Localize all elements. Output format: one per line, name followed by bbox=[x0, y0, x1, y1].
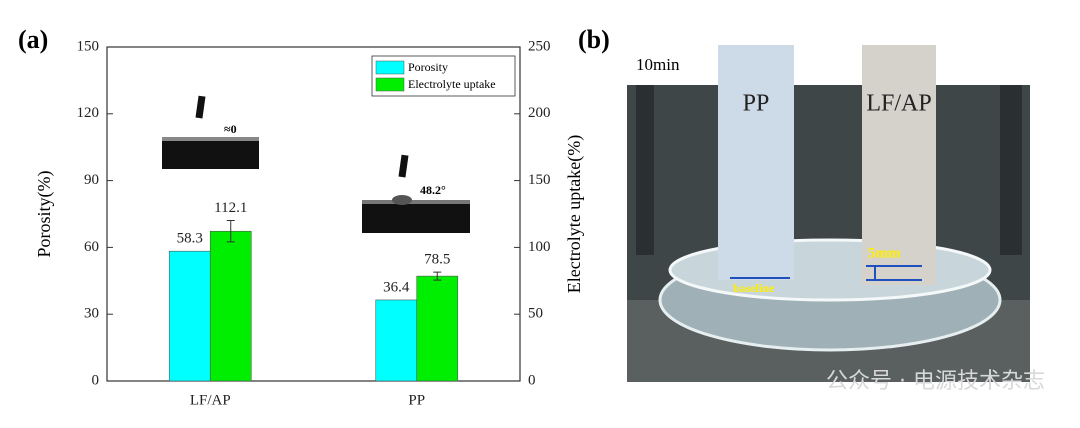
bar bbox=[416, 275, 459, 382]
inset-image bbox=[162, 95, 259, 169]
bar bbox=[375, 299, 418, 382]
legend-label: Electrolyte uptake bbox=[408, 77, 496, 91]
y-tick-label: 150 bbox=[77, 38, 100, 54]
legend-swatch bbox=[375, 60, 405, 75]
bar bbox=[168, 250, 211, 382]
label-box bbox=[627, 45, 717, 85]
y-tick-label: 30 bbox=[84, 306, 99, 322]
photo-label: 10min bbox=[636, 55, 680, 74]
plot-frame bbox=[106, 46, 521, 382]
error-bar bbox=[226, 220, 235, 243]
y-tick-label: 0 bbox=[92, 372, 100, 388]
photo-label: baseline bbox=[733, 281, 775, 295]
value-label: 78.5 bbox=[424, 252, 450, 268]
legend-label: Porosity bbox=[408, 60, 448, 74]
y-tick-label: 120 bbox=[77, 105, 100, 121]
y2-tick-label: 250 bbox=[528, 38, 551, 54]
y-tick-label: 60 bbox=[84, 239, 99, 255]
y2-tick-label: 100 bbox=[528, 239, 551, 255]
panel-label: (b) bbox=[578, 25, 610, 54]
photo-label: PP bbox=[743, 91, 770, 117]
y-tick-label: 90 bbox=[84, 172, 99, 188]
photo-label: LF/AP bbox=[866, 91, 931, 117]
value-label: 112.1 bbox=[214, 200, 247, 216]
panel-label: (a) bbox=[18, 25, 48, 54]
y2-axis-label: Electrolyte uptake(%) bbox=[564, 135, 585, 293]
legend-swatch bbox=[375, 77, 405, 92]
value-label: 36.4 bbox=[383, 279, 410, 295]
watermark: 公众号 · 电源技术杂志 bbox=[826, 369, 1045, 394]
value-label: 58.3 bbox=[177, 231, 203, 247]
error-bar bbox=[433, 271, 442, 281]
photo-label: 5mm bbox=[868, 245, 901, 261]
annotation: ≈0 bbox=[224, 122, 237, 136]
x-tick-label: LF/AP bbox=[190, 392, 231, 408]
x-tick-label: PP bbox=[408, 392, 425, 408]
y-axis-label: Porosity(%) bbox=[34, 171, 55, 258]
annotation: 48.2° bbox=[420, 183, 446, 197]
bar bbox=[209, 230, 252, 382]
y2-tick-label: 0 bbox=[528, 372, 536, 388]
y2-tick-label: 150 bbox=[528, 172, 551, 188]
y2-tick-label: 50 bbox=[528, 306, 543, 322]
photo bbox=[627, 45, 1030, 382]
y2-tick-label: 200 bbox=[528, 105, 551, 121]
inset-image bbox=[362, 154, 470, 233]
